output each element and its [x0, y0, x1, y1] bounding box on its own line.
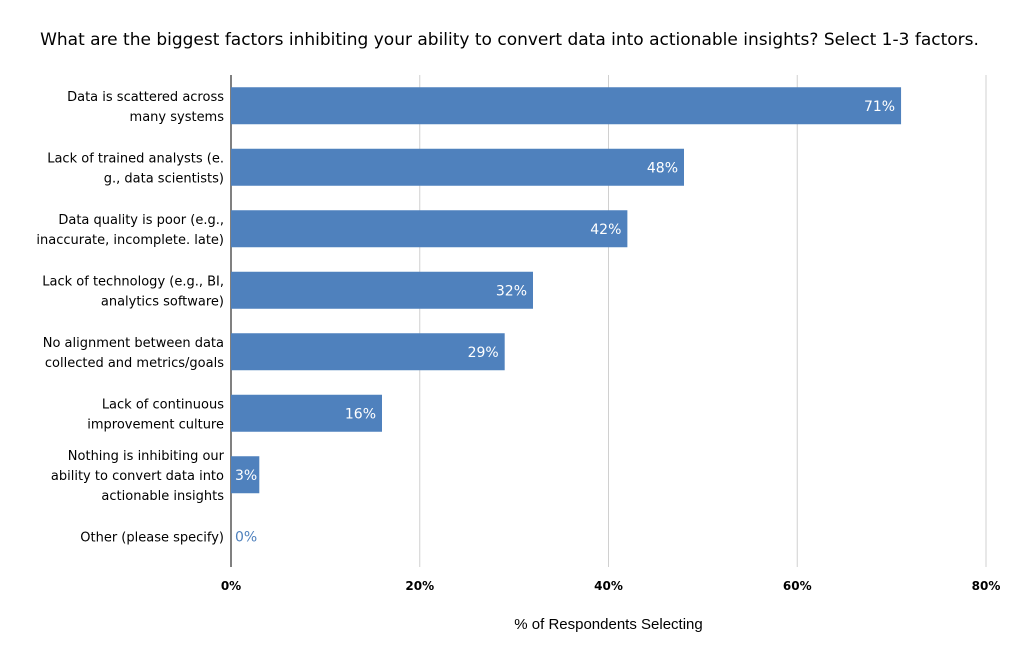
category-label: Data is scattered across: [67, 90, 224, 105]
data-label: 16%: [345, 406, 376, 422]
bar: [231, 87, 902, 125]
data-label: 48%: [647, 160, 678, 176]
category-label: g., data scientists): [104, 171, 224, 186]
data-label: 32%: [496, 283, 527, 299]
bar: [231, 148, 684, 186]
category-label: Data quality is poor (e.g.,: [58, 213, 224, 228]
category-label: improvement culture: [87, 417, 224, 432]
data-label: 29%: [468, 345, 499, 361]
category-label: Lack of trained analysts (e.: [47, 151, 224, 166]
bar: [231, 271, 533, 309]
category-label: Lack of technology (e.g., BI,: [42, 274, 224, 289]
category-label: actionable insights: [101, 489, 224, 504]
bar: [231, 210, 628, 248]
data-label: 0%: [235, 529, 257, 545]
bar: [231, 394, 382, 432]
category-label: collected and metrics/goals: [45, 356, 224, 371]
category-label: ability to convert data into: [51, 469, 224, 484]
bar: [231, 456, 260, 494]
x-tick-label: 0%: [221, 579, 241, 593]
category-label: No alignment between data: [43, 336, 224, 351]
x-tick-label: 40%: [594, 579, 623, 593]
bar: [231, 333, 505, 371]
category-label: analytics software): [101, 294, 224, 309]
x-tick-label: 20%: [405, 579, 434, 593]
x-tick-label: 80%: [972, 579, 1001, 593]
data-label: 42%: [590, 222, 621, 238]
data-label: 3%: [235, 468, 257, 484]
x-axis-label: % of Respondents Selecting: [514, 616, 703, 633]
category-label: inaccurate, incomplete. late): [36, 233, 224, 248]
chart-title: What are the biggest factors inhibiting …: [40, 30, 979, 50]
x-tick-label: 60%: [783, 579, 812, 593]
category-label: Other (please specify): [80, 530, 224, 545]
data-label: 71%: [864, 99, 895, 115]
category-label: many systems: [130, 110, 225, 125]
category-label: Nothing is inhibiting our: [68, 449, 225, 464]
category-label: Lack of continuous: [102, 397, 224, 412]
